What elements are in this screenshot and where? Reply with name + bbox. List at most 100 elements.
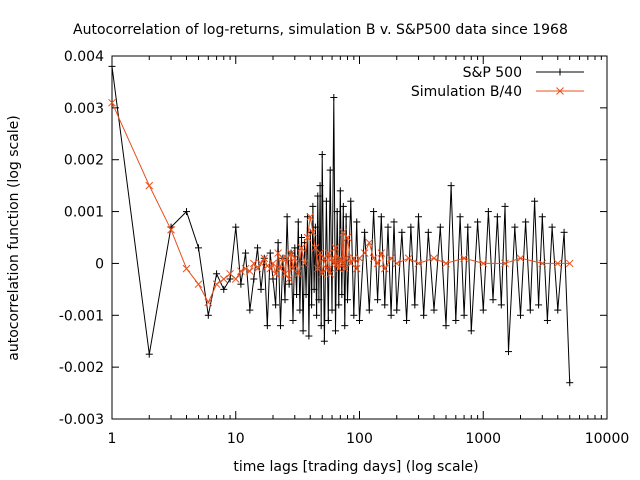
data-point (220, 285, 228, 293)
data-point (281, 296, 289, 304)
data-point (310, 285, 318, 293)
data-point (393, 306, 401, 314)
y-tick-label: 0.002 (64, 153, 104, 169)
data-point (294, 218, 302, 226)
data-point (339, 228, 348, 237)
data-point (442, 259, 450, 268)
data-point (257, 259, 265, 268)
data-point (560, 228, 568, 236)
data-point (335, 301, 343, 309)
data-point (349, 254, 358, 263)
data-point (493, 213, 501, 221)
data-point (548, 223, 556, 231)
data-point (308, 301, 316, 309)
series-layer (108, 62, 574, 387)
data-point (343, 233, 352, 242)
data-point (237, 280, 245, 288)
legend: S&P 500 Simulation B/40 (411, 65, 584, 100)
data-point (285, 280, 293, 288)
data-point (246, 306, 254, 314)
data-point (145, 350, 153, 358)
data-point (305, 332, 313, 340)
legend-label: S&P 500 (463, 65, 522, 81)
data-point (374, 296, 382, 304)
data-point (411, 301, 419, 309)
data-point (289, 316, 297, 324)
data-point (350, 311, 358, 319)
data-point (420, 311, 428, 319)
data-point (332, 327, 340, 335)
data-point (484, 208, 492, 216)
series-1 (108, 98, 574, 307)
data-point (430, 306, 438, 314)
data-point (250, 275, 258, 283)
data-point (554, 306, 562, 314)
data-point (538, 259, 547, 268)
data-point (522, 218, 530, 226)
data-point (430, 254, 438, 263)
series-line-0 (111, 66, 571, 383)
y-tick-label: 0.003 (64, 101, 104, 117)
data-point (194, 244, 202, 252)
data-point (290, 254, 299, 263)
data-point (324, 316, 332, 324)
data-point (253, 264, 262, 273)
data-point (403, 316, 411, 324)
data-point (213, 270, 221, 278)
chart-title: Autocorrelation of log-returns, simulati… (73, 22, 568, 38)
data-point (300, 259, 309, 268)
y-axis-label: autocorrelation function (log scale) (6, 115, 22, 361)
data-point (342, 213, 350, 221)
data-point (352, 264, 361, 273)
data-point (384, 223, 392, 231)
legend-label: Simulation B/40 (411, 84, 522, 100)
data-point (543, 316, 551, 324)
x-axis-ticks: 1 10 100 1000 10000 (108, 56, 629, 447)
data-point (535, 301, 543, 309)
data-point (194, 280, 203, 289)
data-point (237, 267, 245, 276)
data-point (318, 269, 327, 278)
data-point (232, 223, 240, 231)
data-point (204, 311, 212, 319)
y-tick-label: 0.004 (64, 49, 104, 65)
data-point (414, 259, 423, 268)
data-point (511, 223, 519, 231)
data-point (330, 93, 338, 101)
data-point (108, 62, 116, 70)
data-point (269, 259, 277, 268)
data-point (361, 228, 369, 236)
data-point (356, 316, 363, 324)
y-tick-label: -0.001 (59, 308, 104, 324)
data-point (516, 254, 525, 263)
data-point (299, 327, 307, 335)
data-point (317, 322, 325, 330)
data-point (505, 348, 513, 356)
data-point (370, 208, 378, 216)
data-point (328, 306, 336, 314)
data-point (501, 259, 509, 268)
data-point (277, 322, 285, 330)
data-point (313, 311, 321, 319)
data-point (219, 275, 228, 283)
data-point (337, 259, 346, 268)
data-point (283, 213, 291, 221)
data-point (387, 311, 395, 319)
series-0 (108, 62, 574, 387)
data-point (318, 151, 326, 159)
data-point (315, 296, 323, 304)
x-tick-label: 1 (108, 431, 117, 447)
data-point (287, 249, 295, 257)
data-point (353, 218, 361, 226)
data-point (447, 182, 455, 190)
data-point (245, 267, 254, 276)
data-point (263, 322, 271, 330)
legend-marker (556, 68, 564, 76)
data-point (316, 249, 324, 257)
data-point (566, 379, 574, 387)
data-point (365, 306, 373, 314)
data-point (145, 181, 154, 190)
legend-marker (556, 87, 564, 95)
data-point (320, 337, 328, 345)
data-point (182, 264, 191, 273)
